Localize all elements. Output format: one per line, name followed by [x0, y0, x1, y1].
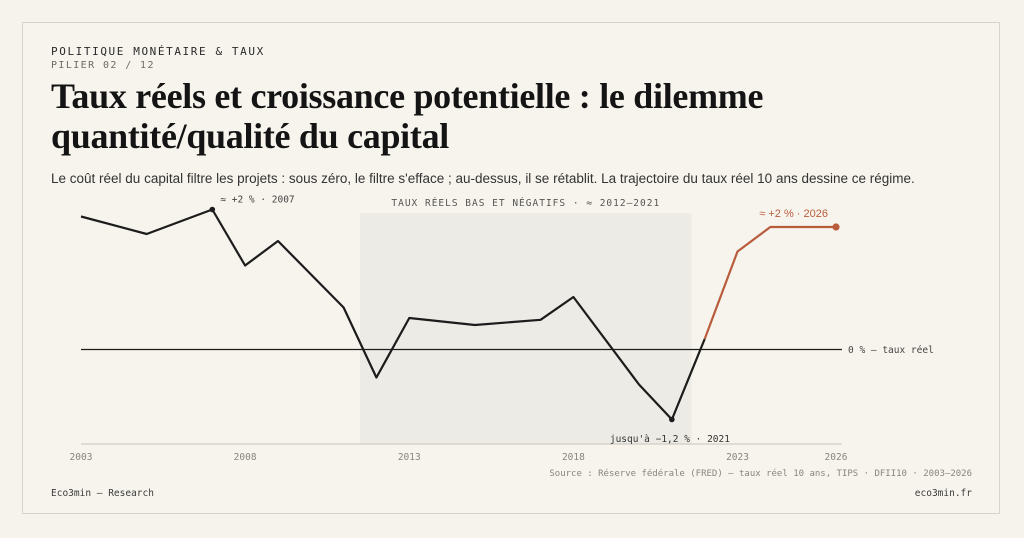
- kicker: POLITIQUE MONÉTAIRE & TAUX: [51, 45, 265, 58]
- footer-brand: Eco3min — Research: [51, 488, 154, 499]
- band-label: TAUX RÉELS BAS ET NÉGATIFS · ≈ 2012–2021: [391, 197, 660, 209]
- x-tick-label: 2013: [398, 452, 421, 463]
- x-tick-label: 2023: [726, 452, 749, 463]
- low-rate-band: [360, 213, 692, 444]
- trough-point: [669, 416, 675, 423]
- peak-annotation: ≈ +2 % · 2007: [220, 195, 294, 206]
- x-tick-label: 2008: [234, 452, 257, 463]
- historic-series-line: [80, 208, 706, 421]
- x-tick-label: 2018: [562, 452, 585, 463]
- trough-annotation: jusqu'à −1,2 % · 2021: [610, 434, 730, 445]
- x-tick-label: 2026: [825, 452, 848, 463]
- x-tick-label: 2003: [70, 452, 93, 463]
- projection-annotation: ≈ +2 % · 2026: [759, 208, 828, 220]
- projection-series-line: [703, 225, 836, 340]
- projection-end-point: [832, 223, 840, 231]
- subtitle: Le coût réel du capital filtre les proje…: [51, 171, 915, 186]
- source-note: Source : Réserve fédérale (FRED) — taux …: [549, 468, 972, 479]
- page-title: Taux réels et croissance potentielle : l…: [51, 76, 764, 156]
- pillar-label: PILIER 02 / 12: [51, 60, 155, 71]
- footer-site: eco3min.fr: [914, 488, 972, 499]
- zero-line-label: 0 % — taux réel: [848, 345, 934, 356]
- peak-point: [209, 206, 216, 213]
